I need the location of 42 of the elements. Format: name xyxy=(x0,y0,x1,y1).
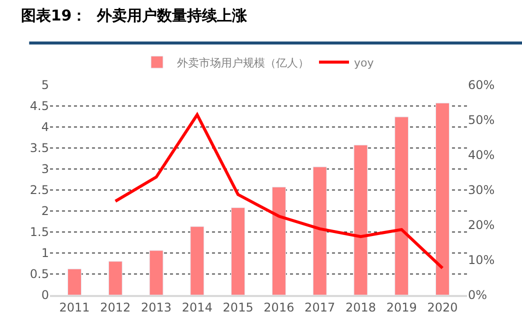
x-tick-label: 2019 xyxy=(386,300,417,314)
bar xyxy=(272,186,286,295)
y2-tick-label: 60% xyxy=(468,78,495,92)
y-tick-label: 4.5 xyxy=(30,99,49,114)
bar xyxy=(231,207,246,295)
x-tick-label: 2011 xyxy=(59,300,90,314)
x-tick-label: 2020 xyxy=(427,300,458,314)
y2-tick-label: 20% xyxy=(468,218,495,232)
chart-title: 图表19： 外卖用户数量持续上涨 xyxy=(20,6,248,24)
y2-tick-label: 50% xyxy=(468,113,495,128)
y2-tick-label: 10% xyxy=(468,253,495,268)
bar xyxy=(108,261,122,295)
y-tick-label: 4 xyxy=(41,120,49,134)
y-tick-label: 0.5 xyxy=(30,267,49,282)
y-tick-label: 3.5 xyxy=(30,141,49,156)
x-tick-label: 2015 xyxy=(222,300,254,314)
bar xyxy=(312,166,327,295)
bar xyxy=(354,144,368,295)
bar xyxy=(68,268,82,295)
y-tick-label: 5 xyxy=(41,78,49,92)
x-tick-label: 2016 xyxy=(264,300,294,314)
x-tick-label: 2013 xyxy=(141,300,172,314)
y-tick-label: 1 xyxy=(41,246,49,260)
y-tick-label: 1.5 xyxy=(30,225,49,240)
x-tick-label: 2017 xyxy=(304,300,336,314)
x-tick-label: 2014 xyxy=(182,300,212,314)
y2-tick-label: 40% xyxy=(468,148,495,162)
y-tick-label: 2 xyxy=(41,204,49,218)
bar xyxy=(149,250,164,295)
x-tick-label: 2012 xyxy=(100,300,131,314)
bar xyxy=(435,102,450,295)
legend-label: 外卖市场用户规模（亿人） xyxy=(177,56,309,70)
y-tick-label: 3 xyxy=(41,162,49,176)
y2-tick-label: 0% xyxy=(468,288,488,302)
y-tick-label: 2.5 xyxy=(30,183,49,198)
bar xyxy=(190,226,204,295)
bar xyxy=(394,116,409,295)
line-series xyxy=(114,113,444,270)
y-tick-label: 0 xyxy=(41,288,49,302)
y2-tick-label: 30% xyxy=(468,183,495,198)
x-tick-label: 2018 xyxy=(345,300,376,314)
legend-label: yoy xyxy=(354,56,374,70)
